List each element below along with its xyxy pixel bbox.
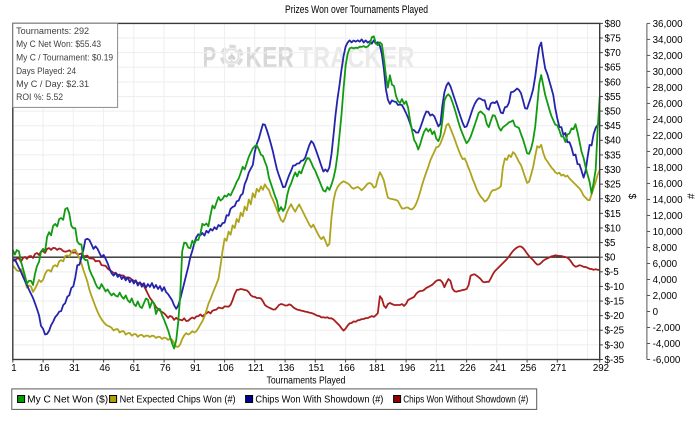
svg-text:14,000: 14,000 [653, 195, 684, 206]
svg-text:6,000: 6,000 [653, 259, 678, 270]
svg-text:256: 256 [520, 363, 536, 374]
svg-text:Chips Won With Showdown (#): Chips Won With Showdown (#) [255, 395, 383, 406]
svg-text:$15: $15 [605, 209, 622, 220]
svg-text:$60: $60 [605, 77, 622, 88]
svg-text:$-25: $-25 [605, 326, 625, 337]
svg-text:$-20: $-20 [605, 311, 625, 322]
svg-text:Prizes Won over Tournaments Pl: Prizes Won over Tournaments Played [285, 4, 428, 16]
svg-text:My C / Tournament: $0.19: My C / Tournament: $0.19 [16, 53, 113, 64]
svg-text:121: 121 [248, 363, 264, 374]
svg-text:Days Played: 24: Days Played: 24 [16, 66, 77, 77]
svg-text:My C Net Won ($): My C Net Won ($) [27, 395, 108, 406]
svg-text:TRACKER: TRACKER [299, 42, 415, 75]
svg-text:10,000: 10,000 [653, 227, 684, 238]
svg-text:76: 76 [160, 363, 171, 374]
svg-text:8,000: 8,000 [653, 243, 678, 254]
svg-text:4,000: 4,000 [653, 275, 678, 286]
svg-text:226: 226 [460, 363, 476, 374]
svg-text:$50: $50 [605, 106, 622, 117]
svg-text:2,000: 2,000 [653, 291, 678, 302]
svg-text:Chips Won Without Showdown (#): Chips Won Without Showdown (#) [403, 395, 528, 406]
svg-text:36,000: 36,000 [653, 19, 684, 30]
svg-text:$0: $0 [605, 253, 616, 264]
svg-text:$80: $80 [605, 19, 622, 30]
svg-text:0: 0 [653, 307, 659, 318]
svg-text:$5: $5 [605, 238, 616, 249]
svg-text:20,000: 20,000 [653, 147, 684, 158]
svg-text:$55: $55 [605, 92, 622, 103]
svg-text:$20: $20 [605, 194, 622, 205]
svg-text:28,000: 28,000 [653, 83, 684, 94]
svg-text:-2,000: -2,000 [653, 323, 681, 334]
svg-text:♠: ♠ [228, 49, 236, 66]
svg-text:$-5: $-5 [605, 267, 620, 278]
svg-text:ROI %: 5.52: ROI %: 5.52 [16, 92, 63, 103]
svg-text:46: 46 [99, 363, 110, 374]
svg-text:$45: $45 [605, 121, 622, 132]
svg-text:241: 241 [490, 363, 506, 374]
svg-text:12,000: 12,000 [653, 211, 684, 222]
svg-text:$75: $75 [605, 33, 622, 44]
svg-text:271: 271 [550, 363, 566, 374]
svg-text:$70: $70 [605, 48, 622, 59]
svg-text:$-30: $-30 [605, 340, 625, 351]
svg-text:136: 136 [278, 363, 294, 374]
svg-text:Tournaments Played: Tournaments Played [267, 376, 346, 387]
svg-text:32,000: 32,000 [653, 51, 684, 62]
svg-text:P: P [203, 42, 217, 75]
svg-text:22,000: 22,000 [653, 131, 684, 142]
svg-text:-4,000: -4,000 [653, 339, 681, 350]
svg-text:106: 106 [218, 363, 234, 374]
svg-text:181: 181 [369, 363, 385, 374]
svg-text:91: 91 [190, 363, 201, 374]
svg-text:$40: $40 [605, 136, 622, 147]
svg-text:26,000: 26,000 [653, 99, 684, 110]
svg-text:$35: $35 [605, 150, 622, 161]
svg-text:1: 1 [11, 363, 16, 374]
svg-text:#: # [685, 194, 696, 200]
svg-text:166: 166 [339, 363, 355, 374]
svg-text:292: 292 [593, 363, 609, 374]
svg-text:My C Net Won: $55.43: My C Net Won: $55.43 [16, 39, 101, 50]
svg-text:61: 61 [130, 363, 141, 374]
svg-text:34,000: 34,000 [653, 35, 684, 46]
svg-text:16,000: 16,000 [653, 179, 684, 190]
svg-text:16: 16 [39, 363, 50, 374]
svg-text:211: 211 [430, 363, 445, 374]
svg-text:-6,000: -6,000 [653, 355, 681, 366]
svg-text:18,000: 18,000 [653, 163, 684, 174]
svg-text:Tournaments: 292: Tournaments: 292 [16, 26, 89, 37]
svg-text:$25: $25 [605, 180, 622, 191]
svg-text:24,000: 24,000 [653, 115, 684, 126]
svg-text:My C / Day: $2.31: My C / Day: $2.31 [16, 79, 89, 90]
svg-text:$65: $65 [605, 63, 622, 74]
svg-text:$: $ [626, 194, 637, 200]
svg-text:196: 196 [399, 363, 415, 374]
svg-text:Net Expected Chips Won (#): Net Expected Chips Won (#) [120, 395, 236, 406]
svg-text:KER: KER [246, 42, 295, 75]
svg-text:$-10: $-10 [605, 282, 625, 293]
svg-text:$-15: $-15 [605, 296, 625, 307]
svg-text:151: 151 [308, 363, 324, 374]
svg-text:$30: $30 [605, 165, 622, 176]
svg-text:$-35: $-35 [605, 355, 625, 366]
svg-text:31: 31 [69, 363, 80, 374]
svg-text:30,000: 30,000 [653, 67, 684, 78]
svg-text:$10: $10 [605, 223, 622, 234]
